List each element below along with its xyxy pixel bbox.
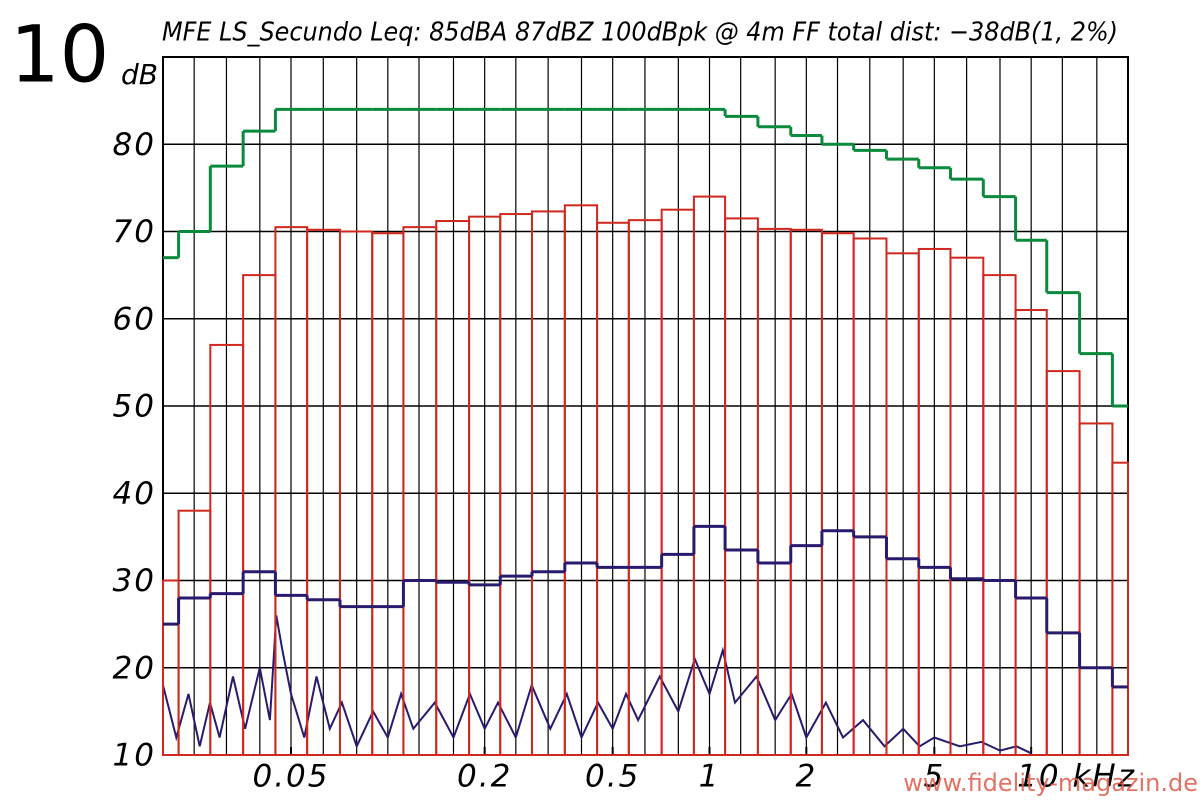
y-tick-label: 20 <box>113 650 156 686</box>
watermark: www.fidelity-magazin.de <box>903 769 1198 797</box>
y-tick-label: 30 <box>113 563 156 599</box>
x-tick-label: 5 <box>923 759 945 795</box>
bar <box>756 227 792 756</box>
page-number: 10 <box>10 10 109 100</box>
y-axis-label: dB <box>121 58 158 91</box>
y-tick-label: 40 <box>113 476 156 512</box>
y-tick-label: 10 <box>113 738 156 774</box>
bar <box>1111 461 1130 756</box>
bar <box>402 226 438 756</box>
x-tick-label: 10 kHz <box>1017 759 1136 795</box>
bar <box>1078 422 1114 756</box>
bar <box>724 217 759 757</box>
chart-title: MFE LS_Secundo Leq: 85dBA 87dBZ 100dBpk … <box>162 18 1118 48</box>
y-tick-label: 60 <box>113 301 156 337</box>
x-tick-label: 2 <box>795 759 817 795</box>
x-tick-label: 0.2 <box>457 759 512 795</box>
y-tick-label: 80 <box>113 127 156 163</box>
x-tick-label: 0.05 <box>252 759 329 795</box>
bar <box>435 220 471 756</box>
x-tick-label: 1 <box>699 759 721 795</box>
x-tick-label: 0.5 <box>585 759 640 795</box>
y-tick-label: 50 <box>113 389 156 425</box>
y-tick-label: 70 <box>113 214 156 250</box>
bar <box>1045 370 1081 756</box>
